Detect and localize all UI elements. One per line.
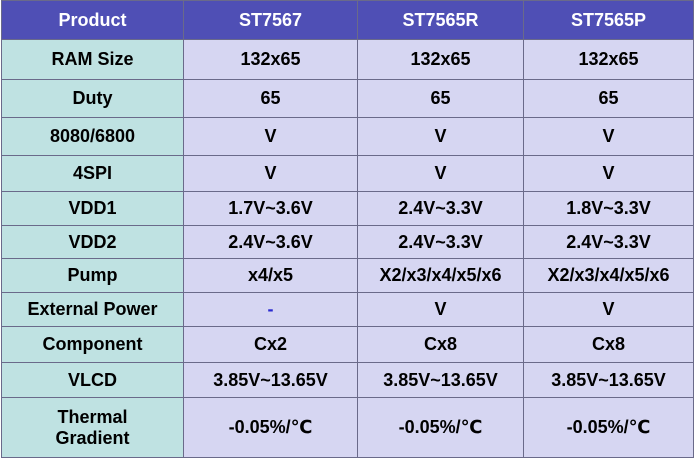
table-cell: V (357, 155, 524, 192)
table-cell: 2.4V~3.3V (357, 191, 524, 226)
header-cell: ST7565P (523, 0, 694, 40)
row-header-cell: VDD2 (1, 225, 184, 259)
table-cell: 1.8V~3.3V (523, 191, 694, 226)
table-cell: V (357, 117, 524, 156)
table-cell: V (357, 292, 524, 327)
table-cell: V (183, 155, 358, 192)
row-header-cell: Component (1, 326, 184, 363)
table-row: VDD2 2.4V~3.6V 2.4V~3.3V 2.4V~3.3V (1, 225, 694, 259)
table-cell: V (523, 292, 694, 327)
table-cell: 132x65 (183, 39, 358, 80)
table-row: External Power - V V (1, 292, 694, 327)
table-row: Thermal Gradient -0.05%/℃ -0.05%/℃ -0.05%/℃ (1, 397, 694, 458)
header-cell: Product (1, 0, 184, 40)
table-cell: Cx2 (183, 326, 358, 363)
table-cell: 3.85V~13.65V (183, 362, 358, 398)
table-cell: 2.4V~3.6V (183, 225, 358, 259)
row-header-cell: 8080/6800 (1, 117, 184, 156)
row-header-cell: Thermal Gradient (1, 397, 184, 458)
table-row: Duty 65 65 65 (1, 79, 694, 118)
table-cell: V (523, 117, 694, 156)
table-row: 4SPI V V V (1, 155, 694, 192)
header-cell: ST7565R (357, 0, 524, 40)
table-cell: -0.05%/℃ (357, 397, 524, 458)
table-cell: 65 (523, 79, 694, 118)
table-cell: 2.4V~3.3V (357, 225, 524, 259)
table-cell: 132x65 (523, 39, 694, 80)
table-cell: -0.05%/℃ (183, 397, 358, 458)
table-cell: 3.85V~13.65V (357, 362, 524, 398)
table-cell: X2/x3/x4/x5/x6 (357, 258, 524, 293)
row-header-cell: VLCD (1, 362, 184, 398)
row-header-cell: 4SPI (1, 155, 184, 192)
header-row: Product ST7567 ST7565R ST7565P (1, 0, 694, 40)
table-cell: Cx8 (357, 326, 524, 363)
table-row: VDD1 1.7V~3.6V 2.4V~3.3V 1.8V~3.3V (1, 191, 694, 226)
row-header-cell: RAM Size (1, 39, 184, 80)
table-row: Component Cx2 Cx8 Cx8 (1, 326, 694, 363)
table-row: 8080/6800 V V V (1, 117, 694, 156)
table-cell: V (183, 117, 358, 156)
table-cell: -0.05%/℃ (523, 397, 694, 458)
table-cell: 1.7V~3.6V (183, 191, 358, 226)
table-cell: x4/x5 (183, 258, 358, 293)
table-cell: V (523, 155, 694, 192)
table-cell: 3.85V~13.65V (523, 362, 694, 398)
header-cell: ST7567 (183, 0, 358, 40)
table-row: RAM Size 132x65 132x65 132x65 (1, 39, 694, 80)
table-cell: 132x65 (357, 39, 524, 80)
row-header-cell: Pump (1, 258, 184, 293)
table-cell: Cx8 (523, 326, 694, 363)
table-cell: 2.4V~3.3V (523, 225, 694, 259)
table-row: Pump x4/x5 X2/x3/x4/x5/x6 X2/x3/x4/x5/x6 (1, 258, 694, 293)
table-cell: 65 (183, 79, 358, 118)
table-cell: X2/x3/x4/x5/x6 (523, 258, 694, 293)
table-cell: 65 (357, 79, 524, 118)
table-cell: - (183, 292, 358, 327)
table-row: VLCD 3.85V~13.65V 3.85V~13.65V 3.85V~13.65V (1, 362, 694, 398)
row-header-cell: VDD1 (1, 191, 184, 226)
row-header-cell: Duty (1, 79, 184, 118)
row-header-cell: External Power (1, 292, 184, 327)
